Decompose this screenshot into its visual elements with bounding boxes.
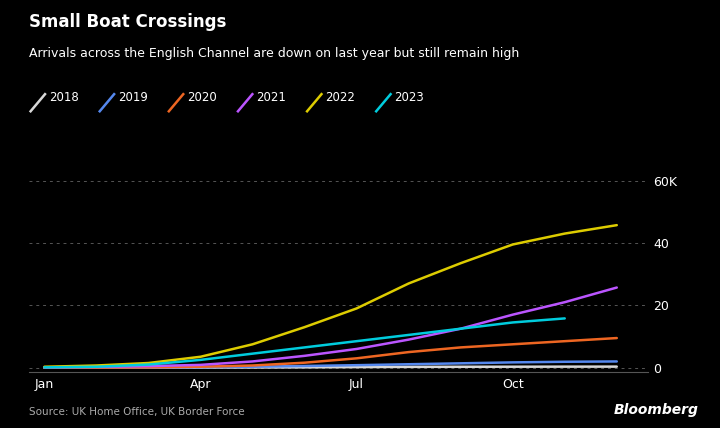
Text: 2022: 2022 [325, 91, 355, 104]
Text: 2019: 2019 [118, 91, 148, 104]
Text: Small Boat Crossings: Small Boat Crossings [29, 13, 226, 31]
Text: Arrivals across the English Channel are down on last year but still remain high: Arrivals across the English Channel are … [29, 47, 519, 60]
Text: 2021: 2021 [256, 91, 286, 104]
Text: 2023: 2023 [395, 91, 424, 104]
Text: 2018: 2018 [49, 91, 78, 104]
Text: 2020: 2020 [187, 91, 217, 104]
Text: Source: UK Home Office, UK Border Force: Source: UK Home Office, UK Border Force [29, 407, 244, 417]
Text: Bloomberg: Bloomberg [613, 403, 698, 417]
